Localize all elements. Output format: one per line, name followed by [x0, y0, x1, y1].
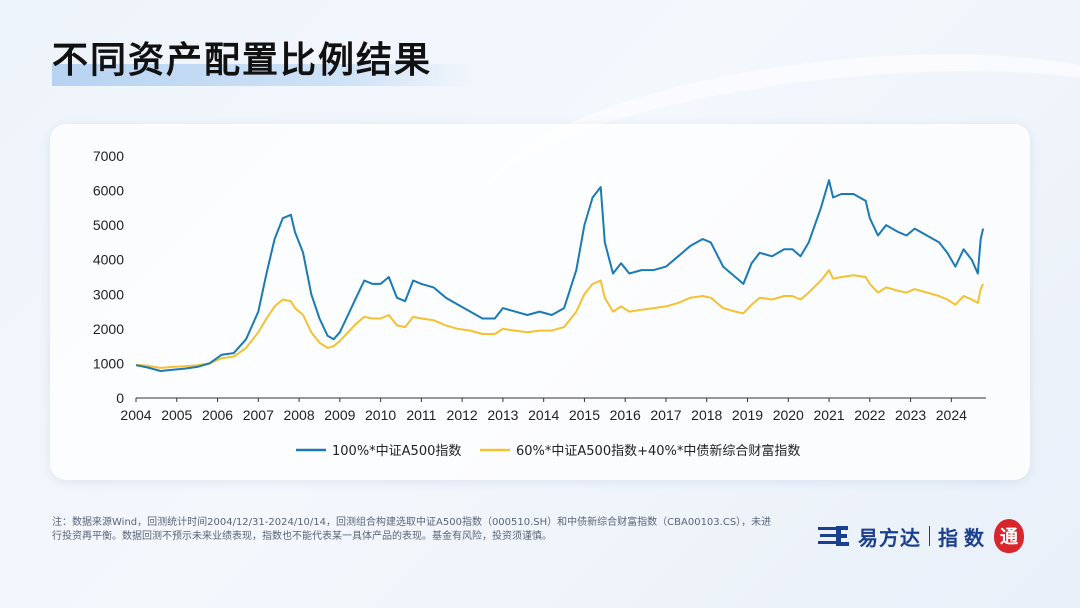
y-tick-label: 2000	[93, 321, 124, 337]
x-tick-label: 2024	[936, 407, 967, 423]
x-tick-label: 2019	[732, 407, 763, 423]
legend-label-1: 100%*中证A500指数	[332, 444, 461, 459]
x-tick-label: 2011	[406, 407, 436, 423]
y-tick-label: 4000	[93, 252, 124, 268]
page-title-group: 不同资产配置比例结果	[52, 36, 476, 86]
brand-mark-icon	[818, 526, 849, 546]
series-line-1	[135, 179, 985, 372]
y-tick-label: 1000	[93, 355, 124, 371]
brand-subtitle: 指数	[938, 525, 990, 550]
x-tick-label: 2016	[610, 407, 641, 423]
x-tick-label: 2004	[120, 407, 151, 423]
y-tick-label: 5000	[93, 217, 124, 233]
legend-label-2: 60%*中证A500指数+40%*中债新综合财富指数	[516, 443, 800, 459]
x-tick-label: 2014	[528, 407, 559, 423]
x-tick-label: 2021	[813, 407, 844, 423]
x-tick-label: 2006	[202, 407, 233, 423]
y-tick-label: 0	[116, 390, 124, 406]
logo-divider	[929, 526, 930, 546]
x-tick-label: 2007	[243, 407, 274, 423]
x-tick-label: 2022	[854, 407, 885, 423]
line-chart: 0 1000 2000 3000 4000 5000 6000 7000 2004 2005 200…	[93, 148, 986, 459]
y-tick-label: 7000	[93, 148, 124, 164]
series-line-2	[135, 269, 985, 369]
x-tick-label: 2008	[283, 407, 314, 423]
x-tick-label: 2017	[650, 407, 681, 423]
footnote: 注：数据来源Wind，回测统计时间2004/12/31-2024/10/14，回…	[52, 517, 772, 542]
chart-card: 0 1000 2000 3000 4000 5000 6000 7000 2004 2005 200…	[50, 124, 1030, 480]
page-title: 不同资产配置比例结果	[52, 40, 433, 81]
brand-name: 易方达	[858, 525, 921, 550]
brand-logo: 易方达 指数 通	[818, 516, 1024, 556]
x-tick-label: 2012	[447, 407, 478, 423]
y-tick-label: 3000	[93, 286, 124, 302]
x-tick-label: 2005	[161, 407, 192, 423]
x-tick-label: 2015	[569, 407, 600, 423]
x-tick-label: 2018	[691, 407, 722, 423]
x-tick-label: 2009	[324, 407, 355, 423]
x-tick-label: 2010	[365, 407, 396, 423]
y-tick-label: 6000	[93, 183, 124, 199]
x-tick-label: 2013	[487, 407, 518, 423]
x-tick-label: 2020	[773, 407, 804, 423]
x-tick-label: 2023	[895, 407, 926, 423]
seal-icon: 通	[994, 519, 1024, 553]
title-highlight-bar	[52, 64, 476, 86]
